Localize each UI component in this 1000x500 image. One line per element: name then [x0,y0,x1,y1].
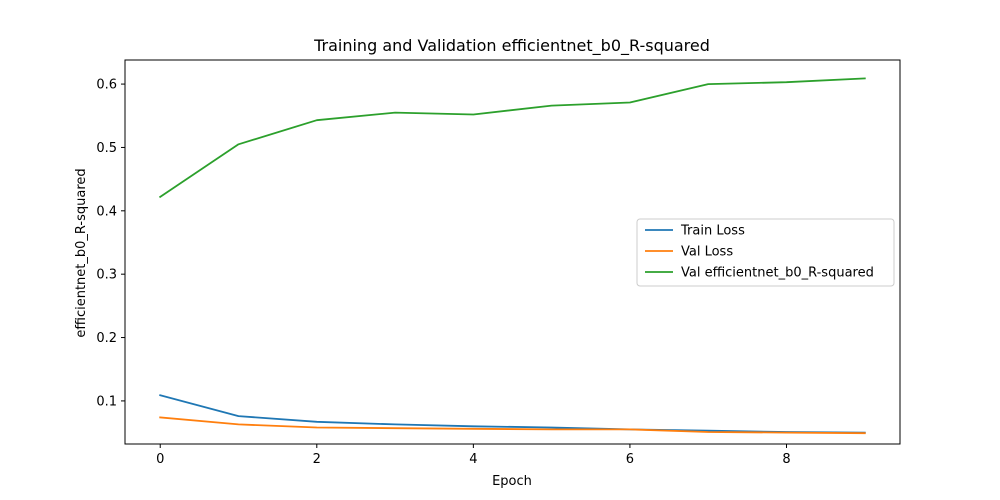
legend-label-1: Val Loss [681,245,733,260]
axes-frame [124,59,901,445]
legend: Train Loss Val Loss Val efficientnet_b0_R-… [636,218,895,287]
y-tick-label: 0.4 [96,204,117,219]
y-tick-label: 0.3 [96,268,117,283]
x-tick-label: 0 [156,452,164,467]
series-line-1 [159,416,866,435]
y-tick-label: 0.6 [96,78,117,93]
chart-title: Training and Validation efficientnet_b0_… [313,36,710,56]
series-line-2 [158,77,866,199]
x-tick-label: 2 [313,452,321,467]
x-tick-label: 6 [626,452,634,467]
x-axis-title: Epoch [492,474,532,489]
x-tick-label: 4 [469,452,477,467]
legend-label-0: Train Loss [680,224,745,239]
x-tick-label: 8 [782,452,790,467]
y-tick-label: 0.1 [96,394,117,409]
y-axis-title: efficientnet_b0_R-squared [74,168,89,337]
series-line-0 [159,394,866,434]
plot-area: 0 2 4 6 8 0.1 0.2 0.3 0.4 0.5 0.6 [96,59,901,467]
y-tick-label: 0.5 [96,141,117,156]
legend-label-2: Val efficientnet_b0_R-squared [681,266,874,281]
legend-box [636,218,895,287]
y-tick-label: 0.2 [96,331,117,346]
